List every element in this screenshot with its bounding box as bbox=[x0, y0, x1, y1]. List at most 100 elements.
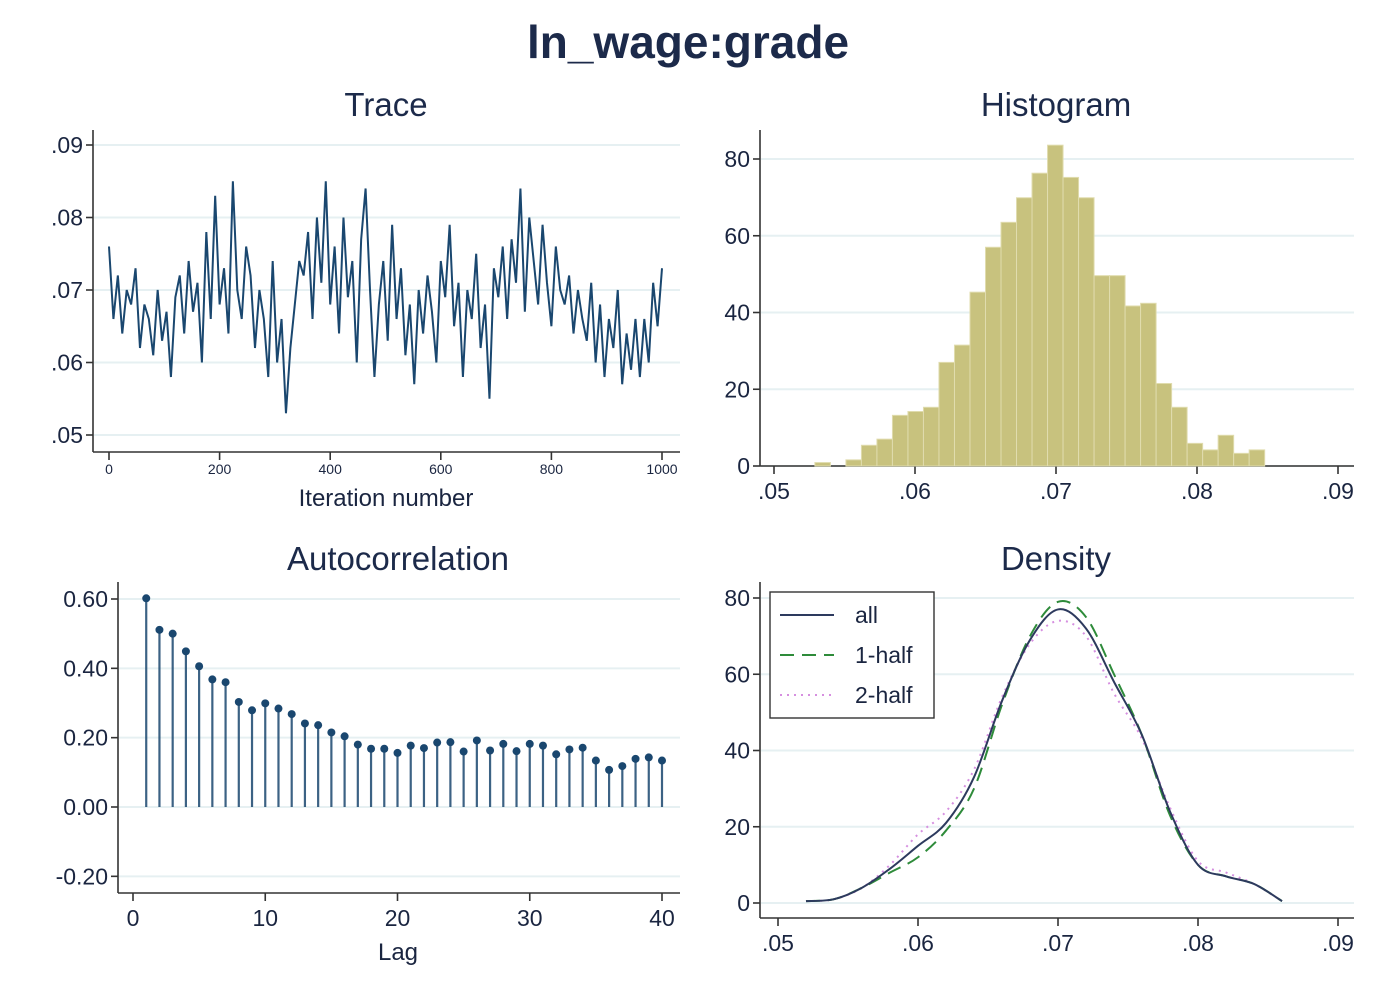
x-tick-label: .05 bbox=[758, 478, 790, 504]
histogram-bar bbox=[1202, 449, 1219, 467]
y-tick-label: 0 bbox=[737, 890, 750, 916]
x-tick-label: .08 bbox=[1181, 478, 1213, 504]
x-tick-label: 0 bbox=[105, 461, 113, 477]
acf-point bbox=[552, 750, 561, 759]
acf-point bbox=[419, 744, 428, 753]
histogram-bar bbox=[1000, 221, 1018, 467]
x-tick-label: 40 bbox=[649, 905, 675, 931]
figure-title: ln_wage:grade bbox=[527, 16, 849, 68]
histogram-bar bbox=[814, 462, 831, 467]
acf-point bbox=[406, 741, 415, 750]
histogram-bar bbox=[1140, 302, 1157, 467]
y-tick-label: 0.40 bbox=[63, 655, 108, 681]
acf-point bbox=[261, 699, 270, 708]
acf-point bbox=[181, 647, 190, 656]
x-axis-label: Lag bbox=[378, 939, 418, 966]
acf-point bbox=[446, 738, 455, 747]
acf-point bbox=[591, 756, 600, 765]
x-tick-label: .07 bbox=[1040, 478, 1072, 504]
x-tick-label: 0 bbox=[127, 905, 140, 931]
histogram-bar bbox=[1248, 449, 1266, 467]
acf-point bbox=[472, 736, 481, 745]
x-tick-label: 600 bbox=[429, 461, 453, 477]
acf-point bbox=[353, 740, 362, 749]
histogram-bar bbox=[1062, 176, 1080, 467]
x-tick-label: .09 bbox=[1322, 930, 1354, 956]
acf-point bbox=[658, 756, 666, 765]
x-tick-label: 30 bbox=[517, 905, 543, 931]
acf-point bbox=[380, 744, 389, 753]
x-tick-label: 200 bbox=[208, 461, 232, 477]
histogram-bar bbox=[1124, 305, 1142, 467]
y-tick-label: .06 bbox=[51, 350, 83, 376]
histogram-bar bbox=[1016, 197, 1033, 467]
x-tick-label: .08 bbox=[1182, 930, 1214, 956]
x-tick-label: .05 bbox=[762, 930, 794, 956]
acf-point bbox=[287, 710, 296, 719]
density-line-all bbox=[805, 608, 1283, 903]
acf-point bbox=[300, 719, 309, 728]
acf-point bbox=[367, 744, 376, 753]
y-tick-label: .07 bbox=[51, 277, 83, 303]
legend-box bbox=[769, 591, 935, 719]
histogram-bar bbox=[969, 291, 986, 467]
acf-point bbox=[234, 697, 243, 706]
histogram-bar bbox=[876, 438, 893, 467]
histogram-bar bbox=[1109, 275, 1126, 467]
acf-point bbox=[248, 706, 257, 715]
histogram-bar bbox=[845, 459, 862, 467]
histogram-bar bbox=[1186, 442, 1204, 467]
histogram-bar bbox=[1047, 144, 1064, 467]
x-tick-label: .06 bbox=[902, 930, 934, 956]
panel-title: Histogram bbox=[981, 86, 1131, 123]
y-tick-label: .08 bbox=[51, 205, 83, 231]
x-tick-label: 1000 bbox=[646, 461, 677, 477]
acf-point bbox=[340, 732, 349, 741]
y-tick-label: -0.20 bbox=[56, 863, 108, 889]
y-tick-label: 0.20 bbox=[63, 725, 108, 751]
acf-point bbox=[208, 675, 217, 684]
acf-point bbox=[499, 739, 508, 748]
histogram-bar bbox=[860, 444, 878, 467]
legend: all 1-half 2-half bbox=[769, 591, 935, 719]
acf-point bbox=[605, 765, 614, 774]
y-tick-label: 80 bbox=[724, 146, 750, 172]
x-tick-label: 400 bbox=[319, 461, 343, 477]
acf-point bbox=[512, 747, 521, 756]
density-panel: Density 0 20 40 60 80 .05 .06 .07 .08 .09 all 1-half… bbox=[724, 540, 1354, 956]
trace-panel: Trace .05 .06 .07 .08 .09 0 200 400 600 800 1000 Ite… bbox=[51, 86, 680, 512]
acf-point bbox=[433, 738, 442, 747]
y-tick-label: 0.60 bbox=[63, 586, 108, 612]
acf-point bbox=[525, 739, 534, 748]
acf-point bbox=[578, 743, 587, 752]
histogram-bar bbox=[891, 414, 909, 467]
histogram-bar bbox=[1093, 275, 1111, 467]
histogram-bar bbox=[1078, 197, 1095, 467]
trace-line bbox=[108, 181, 663, 414]
x-tick-label: 10 bbox=[252, 905, 278, 931]
y-tick-label: 40 bbox=[724, 738, 750, 764]
y-tick-label: .05 bbox=[51, 422, 83, 448]
acf-point bbox=[195, 662, 204, 671]
histogram-bar bbox=[1155, 382, 1173, 467]
histogram-bar bbox=[1171, 406, 1188, 467]
x-tick-label: .09 bbox=[1322, 478, 1354, 504]
acf-point bbox=[142, 594, 151, 603]
legend-label: all bbox=[855, 602, 878, 628]
acf-point bbox=[631, 754, 640, 763]
acf-point bbox=[327, 728, 336, 737]
x-tick-label: .07 bbox=[1042, 930, 1074, 956]
x-tick-label: .06 bbox=[899, 478, 931, 504]
x-axis-label: Iteration number bbox=[299, 485, 474, 512]
y-tick-label: 0 bbox=[737, 453, 750, 479]
y-tick-label: 0.00 bbox=[63, 794, 108, 820]
acf-point bbox=[314, 721, 323, 730]
acf-point bbox=[538, 741, 547, 750]
histogram-bar bbox=[938, 361, 955, 467]
panel-title: Autocorrelation bbox=[287, 540, 509, 577]
acf-point bbox=[221, 678, 230, 687]
autocorrelation-panel: Autocorrelation -0.20 0.00 0.20 0.40 0.60 0 10 2… bbox=[56, 540, 680, 966]
histogram-bar bbox=[953, 344, 971, 467]
legend-label: 1-half bbox=[855, 642, 913, 668]
